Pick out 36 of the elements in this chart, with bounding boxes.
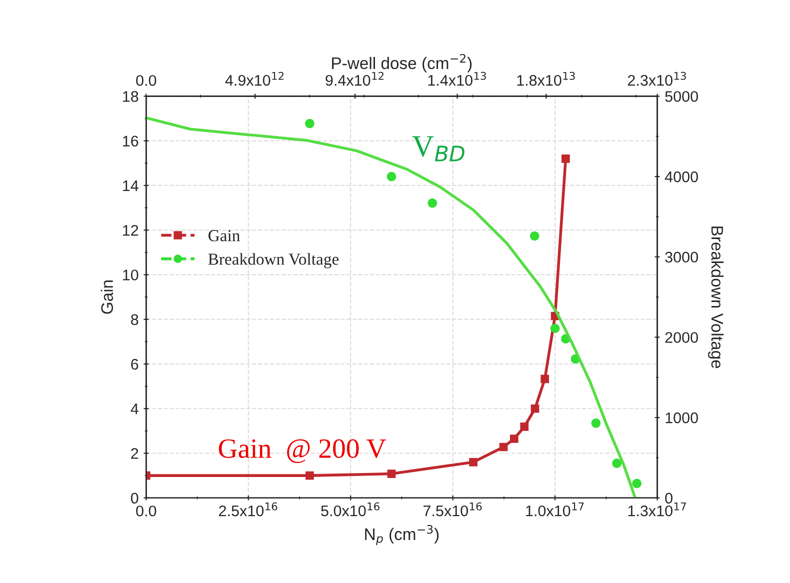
annotation: Gain @ 200 V: [218, 439, 386, 463]
y-tick-label: 18: [123, 91, 138, 102]
x2-tick-label: 4.9x10$^{12}$: [225, 72, 284, 86]
y-tick-label: 4: [130, 404, 138, 414]
y2-tick-label: 4000: [664, 171, 698, 182]
x-tick-label: 0.0: [136, 506, 156, 516]
x2-tick-label: 1.4x10$^{13}$: [428, 72, 486, 86]
x-tick-label: 7.5x10$^{16}$: [424, 502, 482, 516]
x2-tick-label: 0.0: [136, 75, 156, 86]
legend-label: Gain: [208, 230, 240, 242]
y2-axis-title: Breakdown Voltage: [708, 226, 724, 368]
x-tick-label: 1.3x10$^{17}$: [628, 502, 686, 516]
y2-tick-label: 3000: [665, 252, 698, 263]
legend-label: Breakdown Voltage: [208, 253, 339, 268]
x-tick-label: 1.0x10$^{17}$: [526, 502, 584, 516]
x-tick-label: 5.0x10$^{16}$: [321, 502, 380, 516]
annotation: V$_{BD}$: [412, 136, 464, 162]
y-tick-label: 16: [123, 136, 138, 147]
y-tick-label: 8: [131, 314, 138, 326]
x-axis-title: N$_{p}$ (cm$^{−3}$): [365, 524, 439, 546]
x2-tick-label: 1.8x10$^{13}$: [517, 72, 575, 86]
y-tick-label: 6: [131, 358, 138, 370]
y2-tick-label: 1000: [666, 412, 698, 424]
y-axis-title: Gain: [100, 280, 114, 314]
y-tick-label: 10: [123, 270, 138, 280]
y2-tick-label: 5000: [665, 91, 698, 102]
y-tick-label: 12: [123, 224, 138, 236]
y2-tick-label: 2000: [665, 332, 698, 343]
y-tick-label: 2: [131, 448, 138, 459]
y2-tick-label: 0: [665, 492, 672, 504]
x2-axis-title: P-well dose (cm$^{−2}$): [332, 54, 472, 72]
x-tick-label: 2.5x10$^{16}$: [219, 502, 278, 516]
x2-tick-label: 2.3x10$^{13}$: [628, 72, 686, 86]
y-tick-label: 0: [130, 492, 138, 504]
x2-tick-label: 9.4x10$^{12}$: [326, 72, 384, 86]
y-tick-label: 14: [123, 180, 138, 191]
